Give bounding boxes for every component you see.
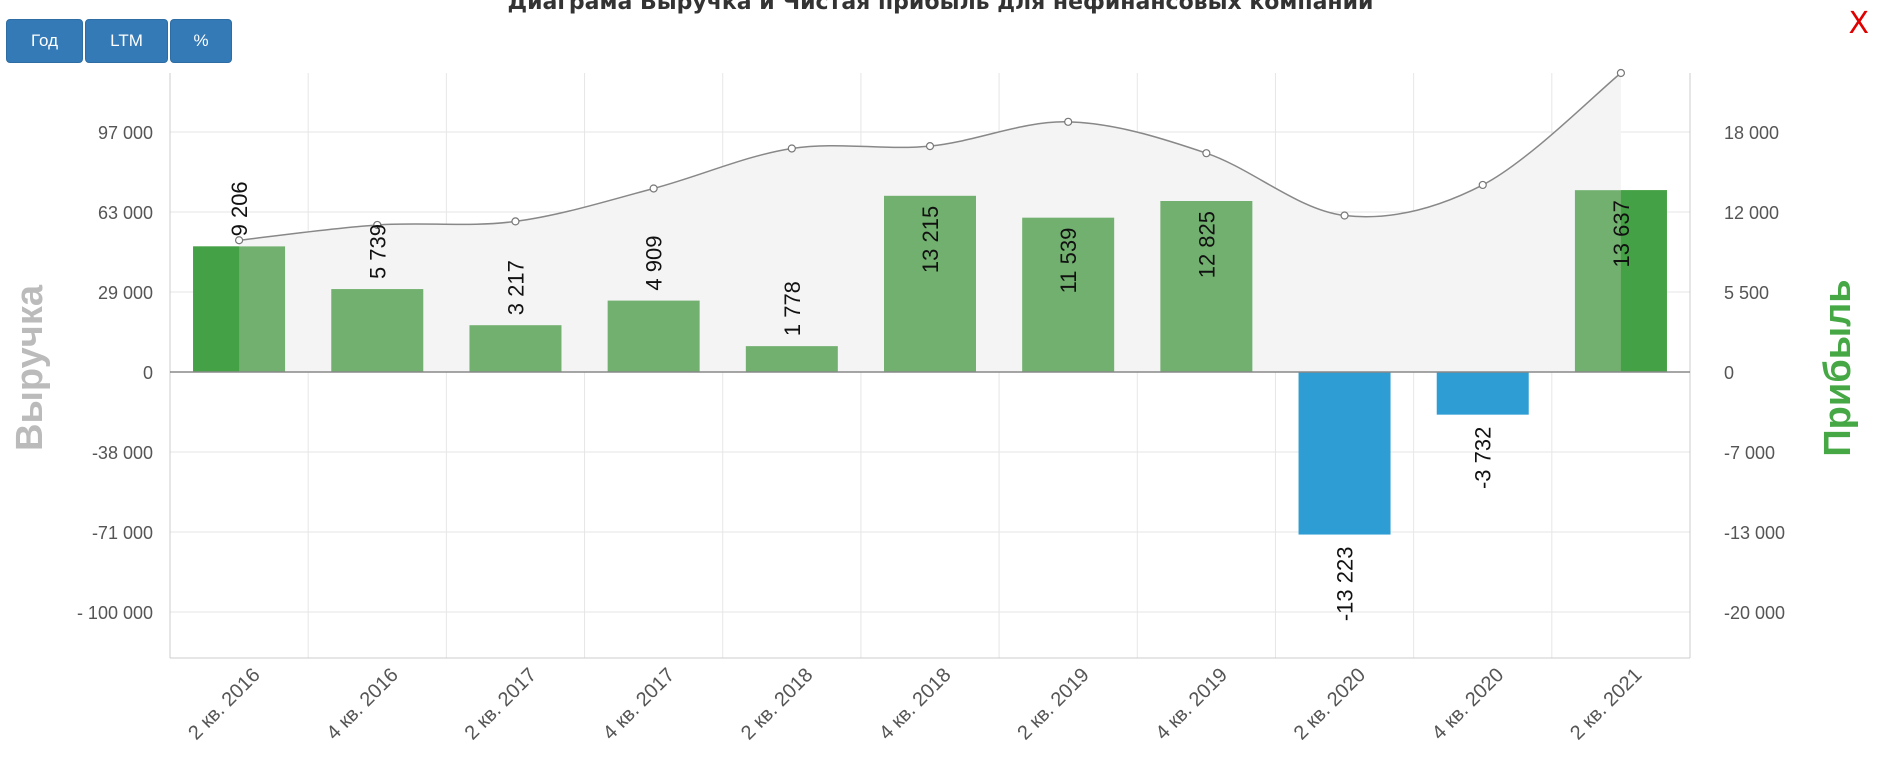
close-icon[interactable]: X <box>1848 6 1869 41</box>
category-label: 2 кв. 2016 <box>184 664 264 744</box>
data-label: 3 217 <box>503 260 528 315</box>
period-button-group: Год LTM % <box>6 19 232 63</box>
right-axis-title: Прибыль <box>1817 279 1859 456</box>
left-tick-label: -38 000 <box>92 443 153 463</box>
profit-bar-highlight <box>193 246 240 372</box>
revenue-point <box>1064 117 1073 126</box>
data-label: -13 223 <box>1333 547 1358 622</box>
profit-bar-highlight <box>1620 190 1667 372</box>
revenue-point <box>373 220 382 230</box>
data-label: 13 637 <box>1609 200 1634 267</box>
right-tick-label: -20 000 <box>1724 603 1785 623</box>
left-tick-label: 29 000 <box>98 283 153 303</box>
data-label: 12 825 <box>1194 211 1219 278</box>
profit-bar <box>469 325 562 372</box>
category-label: 4 кв. 2019 <box>1152 664 1232 744</box>
right-tick-label: 12 000 <box>1724 203 1779 223</box>
left-tick-label: -71 000 <box>92 523 153 543</box>
right-tick-label: -7 000 <box>1724 443 1775 463</box>
revenue-point <box>649 184 658 193</box>
revenue-point <box>1340 211 1349 220</box>
category-label: 2 кв. 2017 <box>461 664 541 744</box>
category-label: 4 кв. 2017 <box>599 664 679 744</box>
revenue-point <box>234 236 244 245</box>
percent-button[interactable]: % <box>170 19 232 63</box>
revenue-point <box>1202 149 1211 158</box>
right-tick-label: 0 <box>1724 363 1734 383</box>
profit-bar <box>884 195 976 372</box>
category-label: 4 кв. 2018 <box>875 664 955 744</box>
category-label: 2 кв. 2021 <box>1566 664 1646 744</box>
revenue-point <box>511 217 520 226</box>
data-label: 5 739 <box>365 224 390 279</box>
data-label: -3 732 <box>1471 427 1496 489</box>
right-tick-label: 5 500 <box>1724 283 1769 303</box>
chart-title: Диаграма Выручка и Чистая прибыль для не… <box>507 0 1374 15</box>
profit-bar <box>1298 372 1391 535</box>
data-label: 1 778 <box>780 281 805 336</box>
right-tick-label: 18 000 <box>1724 123 1779 143</box>
profit-bar <box>331 289 424 372</box>
ltm-button[interactable]: LTM <box>85 19 168 63</box>
left-axis-title: Выручка <box>9 284 51 451</box>
data-label: 11 539 <box>1056 228 1081 294</box>
profit-bar <box>1160 201 1253 372</box>
revenue-line <box>239 72 1622 241</box>
right-tick-label: -13 000 <box>1724 523 1785 543</box>
profit-bar <box>1022 217 1115 372</box>
data-label: 13 215 <box>918 206 943 273</box>
category-label: 2 кв. 2020 <box>1290 664 1370 744</box>
revenue-point <box>1478 180 1487 190</box>
left-tick-label: 0 <box>143 363 153 383</box>
left-tick-label: 97 000 <box>98 123 153 143</box>
profit-bar <box>1436 372 1529 415</box>
category-label: 4 кв. 2016 <box>322 664 402 744</box>
category-label: 2 кв. 2018 <box>737 664 817 744</box>
left-tick-label: - 100 000 <box>77 603 153 623</box>
year-button[interactable]: Год <box>6 19 83 63</box>
profit-bar <box>745 346 838 372</box>
category-label: 4 кв. 2020 <box>1428 664 1508 744</box>
data-label: 9 206 <box>227 181 252 236</box>
left-tick-label: 63 000 <box>98 203 153 223</box>
revenue-point <box>1616 68 1626 78</box>
revenue-point <box>925 142 935 151</box>
data-label: 4 909 <box>642 236 667 291</box>
profit-bar <box>607 300 700 372</box>
revenue-point <box>787 144 796 153</box>
category-label: 2 кв. 2019 <box>1013 664 1093 744</box>
